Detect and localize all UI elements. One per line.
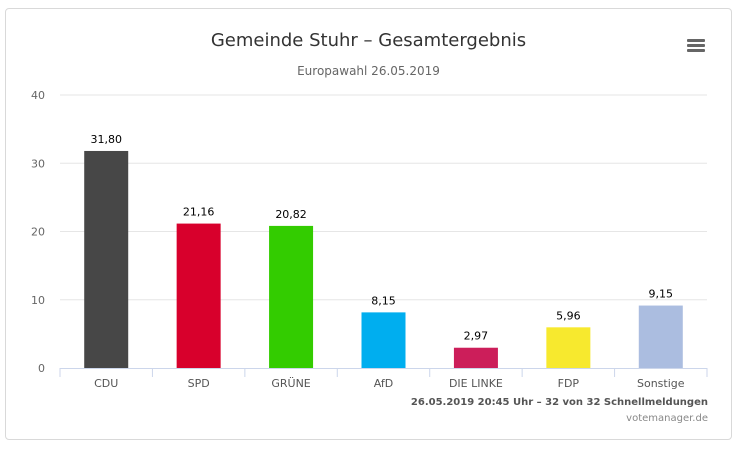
chart-subtitle: Europawahl 26.05.2019 <box>297 64 440 78</box>
x-tick-label: CDU <box>94 377 118 390</box>
bar-gr-ne <box>269 225 314 368</box>
y-tick-label: 0 <box>38 362 45 375</box>
x-tick-label: DIE LINKE <box>449 377 503 390</box>
hamburger-menu-icon[interactable] <box>685 37 707 55</box>
data-label: 31,80 <box>90 133 122 146</box>
bar-afd <box>361 312 406 368</box>
bar-spd <box>176 223 221 368</box>
x-tick-label: Sonstige <box>637 377 685 390</box>
bar-sonstige <box>638 305 683 368</box>
y-tick-label: 10 <box>31 294 45 307</box>
status-text: 26.05.2019 20:45 Uhr – 32 von 32 Schnell… <box>410 397 708 408</box>
chart-title: Gemeinde Stuhr – Gesamtergebnis <box>210 30 527 51</box>
x-tick-label: FDP <box>558 377 580 390</box>
data-label: 21,16 <box>183 206 215 219</box>
y-tick-label: 20 <box>31 226 45 239</box>
bar-cdu <box>84 150 129 368</box>
bar-fdp <box>546 327 591 368</box>
x-tick-label: GRÜNE <box>271 377 310 390</box>
data-label: 2,97 <box>464 330 489 343</box>
x-tick-label: AfD <box>374 377 393 390</box>
credit-text: votemanager.de <box>626 413 708 424</box>
menu-line <box>687 49 705 52</box>
y-tick-label: 30 <box>31 157 45 170</box>
y-tick-label: 40 <box>31 89 45 102</box>
x-tick-label: SPD <box>188 377 210 390</box>
menu-line <box>687 39 705 42</box>
data-label: 5,96 <box>556 309 581 322</box>
data-label: 20,82 <box>275 208 307 221</box>
menu-line <box>687 44 705 47</box>
bar-die-linke <box>453 347 498 368</box>
data-label: 8,15 <box>371 294 396 307</box>
data-label: 9,15 <box>649 288 674 301</box>
